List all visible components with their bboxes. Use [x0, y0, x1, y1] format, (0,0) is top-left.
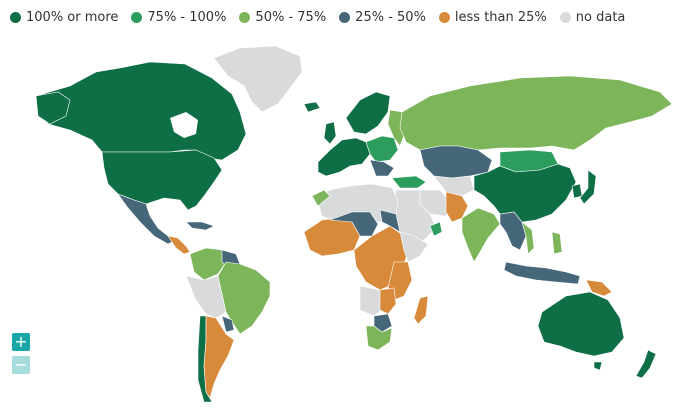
legend-label: 75% - 100% [147, 10, 227, 25]
legend-label: less than 25% [454, 10, 547, 25]
region-sudan[interactable] [379, 209, 401, 233]
legend-swatch-dot [131, 12, 143, 23]
region-angola[interactable] [359, 285, 387, 317]
legend-swatch-dot [438, 12, 450, 23]
region-russia[interactable] [399, 75, 673, 151]
region-tasmania[interactable] [593, 361, 603, 371]
region-vietnam[interactable] [521, 221, 535, 255]
region-india[interactable] [461, 207, 501, 263]
legend-item[interactable]: 100% or more [10, 10, 118, 25]
legend-label: no data [575, 10, 626, 25]
region-canada[interactable] [35, 61, 247, 161]
zoom-in-button[interactable]: + [12, 333, 30, 351]
region-brazil[interactable] [217, 261, 271, 335]
region-zambia[interactable] [379, 287, 397, 315]
region-new-zealand[interactable] [635, 349, 657, 379]
region-papua-new-guinea[interactable] [585, 279, 613, 297]
legend-label: 50% - 75% [255, 10, 327, 25]
legend-swatch-dot [10, 12, 21, 23]
region-balkans[interactable] [369, 159, 395, 177]
region-south-africa[interactable] [365, 325, 393, 351]
legend-label: 100% or more [26, 10, 119, 25]
region-western-europe[interactable] [317, 137, 371, 177]
region-morocco[interactable] [311, 189, 331, 207]
region-central-america[interactable] [167, 235, 191, 255]
region-horn-of-africa[interactable] [399, 231, 429, 263]
region-indonesia[interactable] [503, 261, 581, 285]
legend-item[interactable]: less than 25% [438, 10, 547, 25]
region-scandinavia[interactable] [345, 91, 391, 135]
legend: 100% or more 75% - 100% 50% - 75% 25% - 50%… [10, 10, 638, 25]
region-alaska[interactable] [35, 91, 71, 125]
region-korea[interactable] [571, 183, 583, 199]
region-kazakhstan[interactable] [419, 145, 493, 179]
region-colombia[interactable] [189, 247, 227, 281]
water-hudson-bay [170, 112, 198, 138]
region-central-europe[interactable] [365, 135, 399, 163]
legend-swatch-dot [339, 12, 351, 23]
legend-swatch-dot [239, 12, 251, 23]
region-west-africa[interactable] [303, 217, 361, 257]
region-paraguay[interactable] [221, 315, 235, 333]
legend-item[interactable]: 25% - 50% [339, 10, 426, 25]
region-australia[interactable] [537, 291, 625, 357]
region-sahel[interactable] [329, 211, 379, 237]
region-greenland[interactable] [213, 45, 303, 113]
region-usa[interactable] [101, 149, 223, 211]
region-china[interactable] [473, 163, 577, 223]
zoom-out-button[interactable]: − [12, 356, 30, 374]
region-caribbean[interactable] [185, 221, 215, 231]
legend-swatch-dot [559, 12, 571, 23]
region-philippines[interactable] [551, 231, 563, 255]
region-argentina[interactable] [203, 315, 235, 399]
region-oman[interactable] [429, 221, 443, 237]
region-mozambique[interactable] [373, 313, 393, 333]
legend-label: 25% - 50% [355, 10, 426, 25]
legend-item[interactable]: no data [559, 10, 626, 25]
legend-item[interactable]: 75% - 100% [131, 10, 226, 25]
region-uk[interactable] [323, 121, 337, 145]
region-turkey[interactable] [391, 175, 427, 189]
region-madagascar[interactable] [413, 295, 429, 325]
region-iceland[interactable] [303, 101, 321, 113]
region-japan[interactable] [579, 169, 597, 205]
legend-item[interactable]: 50% - 75% [239, 10, 326, 25]
